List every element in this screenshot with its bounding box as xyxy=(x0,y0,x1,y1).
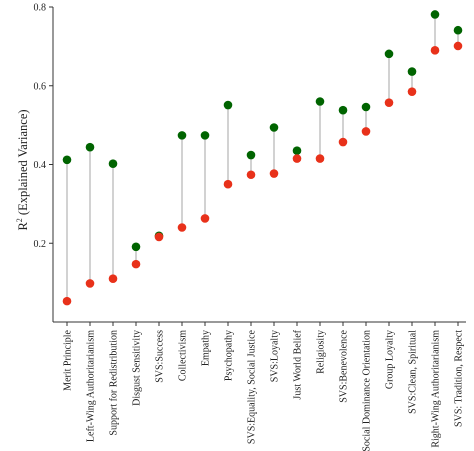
red-point xyxy=(430,46,440,55)
x-tick-label: Right-Wing Authoritarianism xyxy=(431,330,442,448)
green-point xyxy=(131,242,141,252)
x-axis: Merit Principle Left-Wing Authoritarianis… xyxy=(53,321,466,451)
y-axis-title-rest: (Explained Variance) xyxy=(16,109,30,218)
green-point xyxy=(292,146,302,156)
x-tick-label: Support for Redistribution xyxy=(109,330,120,436)
y-ticks: 0.2 0.4 0.6 0.8 xyxy=(34,3,53,250)
x-tick-label: SVS:Benevolence xyxy=(339,329,350,402)
red-point xyxy=(154,232,164,242)
connectors xyxy=(66,14,459,302)
x-tick-label: Group Loyalty xyxy=(385,330,396,389)
green-point xyxy=(200,131,210,140)
red-point xyxy=(407,87,417,96)
red-point xyxy=(108,274,118,283)
red-point xyxy=(453,41,463,51)
x-tick-label: Just World Belief xyxy=(293,329,304,399)
x-tick-label: Disgust Sensitivity xyxy=(132,330,143,406)
y-axis-title: R2 (Explained Variance) xyxy=(15,109,30,230)
x-tick-label: SVS:Success xyxy=(155,330,166,383)
y-axis: 0.2 0.4 0.6 0.8 xyxy=(34,3,54,322)
red-point xyxy=(384,98,394,107)
x-tick-label: Left-Wing Authoritarianism xyxy=(86,330,97,442)
green-point xyxy=(62,155,72,165)
green-point xyxy=(407,67,417,76)
y-tick-label: 0.6 xyxy=(34,81,47,92)
green-point xyxy=(223,100,233,110)
points xyxy=(62,10,463,306)
red-point xyxy=(269,169,279,178)
y-axis-title-sup: 2 xyxy=(15,218,24,222)
red-point xyxy=(131,259,141,269)
x-tick-label: Religiosity xyxy=(316,330,327,374)
green-point xyxy=(246,150,256,160)
green-point xyxy=(361,102,371,112)
red-point xyxy=(200,214,210,223)
green-point xyxy=(453,25,463,35)
red-point xyxy=(246,170,256,180)
red-point xyxy=(315,154,325,163)
red-point xyxy=(62,296,72,306)
x-tick-label: Empathy xyxy=(201,330,212,366)
green-point xyxy=(315,97,325,106)
x-ticks: Merit Principle Left-Wing Authoritarianis… xyxy=(63,322,465,451)
x-tick-label: Psychopathy xyxy=(224,330,235,381)
green-point xyxy=(85,142,95,152)
x-tick-label: SVS: Tradition, Respect xyxy=(454,330,465,427)
x-tick-label: SVS:Clean, Spiritual xyxy=(408,330,419,414)
x-tick-label: SVS:Equality, Social Justice xyxy=(247,329,258,444)
green-point xyxy=(338,105,348,115)
x-tick-label: Collectivism xyxy=(178,330,189,381)
y-tick-label: 0.4 xyxy=(34,160,47,171)
red-point xyxy=(177,223,187,232)
x-tick-label: Merit Principle xyxy=(63,329,74,390)
green-point xyxy=(384,49,394,59)
red-point xyxy=(85,279,95,288)
red-point xyxy=(292,154,302,163)
green-point xyxy=(430,10,440,19)
x-tick-label: SVS:Loyalty xyxy=(270,330,281,382)
red-point xyxy=(361,127,371,136)
x-tick-label: Social Dominance Orientation xyxy=(362,330,373,451)
red-point xyxy=(223,179,233,189)
green-point xyxy=(177,131,187,140)
y-tick-label: 0.2 xyxy=(34,239,47,250)
red-point xyxy=(338,137,348,147)
y-tick-label: 0.8 xyxy=(34,3,47,14)
y-axis-title-r: R xyxy=(16,222,30,231)
green-point xyxy=(269,123,279,132)
green-point xyxy=(108,159,118,169)
